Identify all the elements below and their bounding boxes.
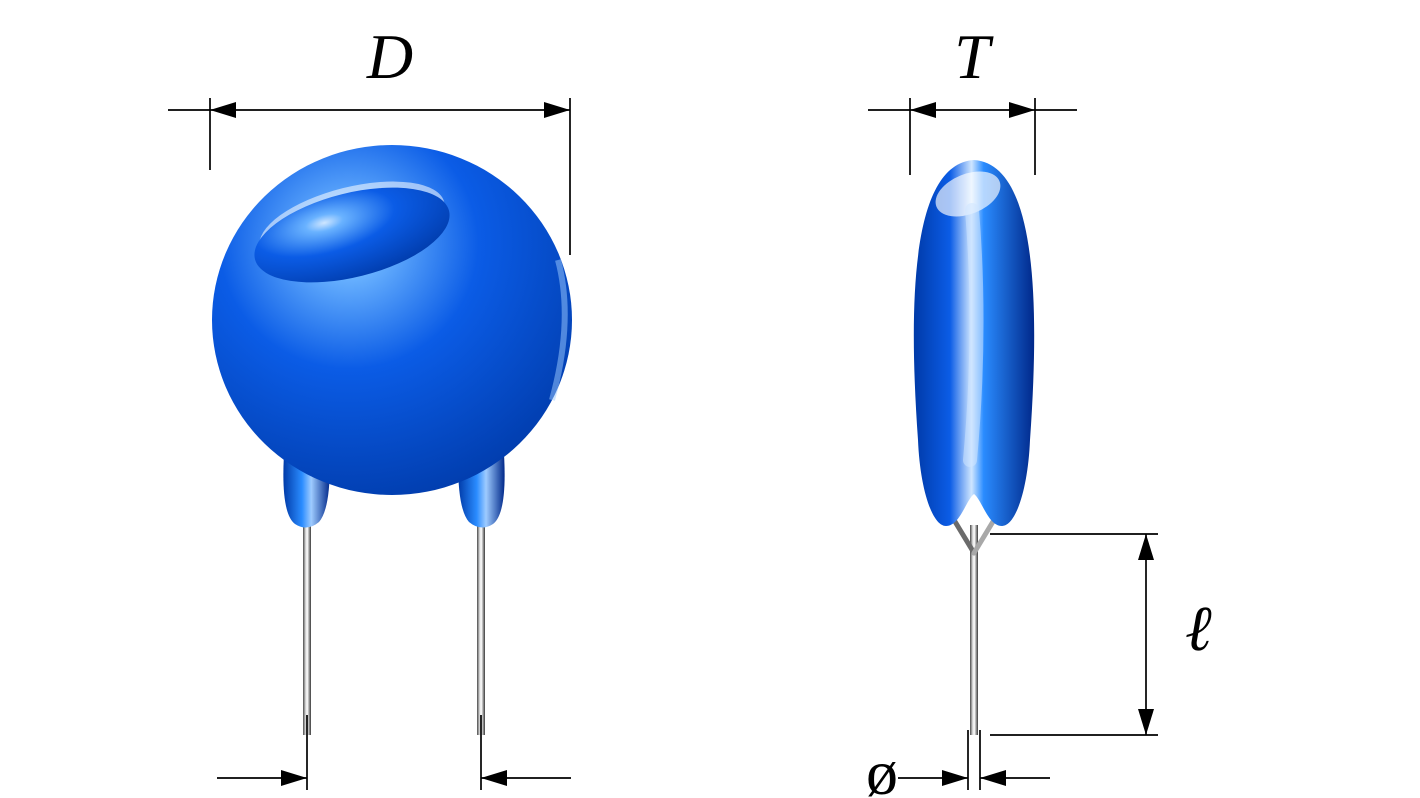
diagram: D Tø ℓ <box>0 0 1420 798</box>
dim-label-t: T <box>954 21 994 92</box>
front-view <box>212 145 572 735</box>
lead-wire <box>303 500 311 735</box>
dim-label-d: D <box>366 21 413 92</box>
dim-label-diameter: ø <box>866 737 898 798</box>
dim-label-length: ℓ <box>1185 593 1212 664</box>
side-view <box>914 160 1034 735</box>
lead-wire-side <box>970 525 978 735</box>
lead-wire <box>477 500 485 735</box>
